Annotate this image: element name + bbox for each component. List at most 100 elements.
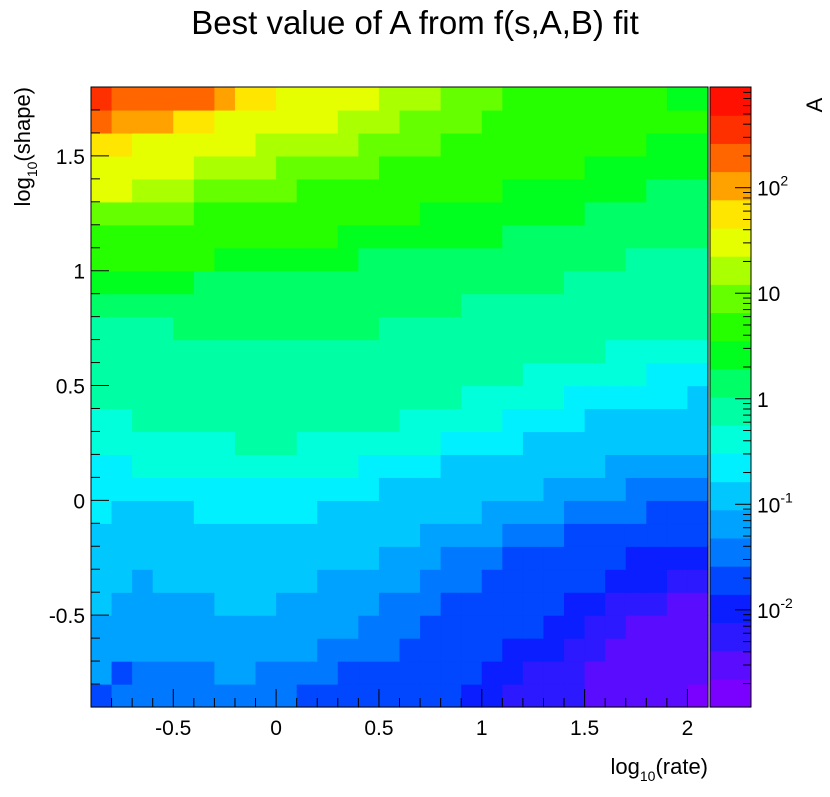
- heatmap-cell: [543, 500, 565, 524]
- heatmap-cell: [214, 293, 236, 318]
- heatmap-cell: [399, 546, 421, 570]
- heatmap-cell: [234, 178, 257, 203]
- colorbar-tick-label: 1: [757, 389, 769, 412]
- heatmap-cell: [378, 247, 401, 272]
- heatmap-cell: [358, 615, 380, 639]
- heatmap-cell: [625, 109, 647, 134]
- heatmap-cell: [481, 155, 503, 180]
- heatmap-cell: [173, 247, 195, 272]
- colorbar-band: [710, 87, 751, 116]
- heatmap-cell: [193, 224, 215, 249]
- heatmap-cell: [337, 201, 359, 226]
- heatmap-cell: [255, 339, 277, 364]
- heatmap-cell: [337, 132, 359, 157]
- heatmap-cell: [481, 109, 503, 134]
- heatmap-cell: [91, 638, 113, 662]
- heatmap-cell: [193, 385, 215, 410]
- heatmap-cell: [605, 477, 627, 501]
- colorbar-tick-label: 10-2: [757, 595, 793, 623]
- heatmap-cell: [543, 339, 565, 364]
- heatmap-cell: [522, 477, 545, 501]
- heatmap-cell: [214, 661, 236, 685]
- heatmap-cell: [132, 270, 154, 295]
- heatmap-cell: [440, 293, 462, 318]
- heatmap-cell: [193, 638, 215, 662]
- heatmap-cell: [687, 224, 709, 249]
- heatmap-cell: [564, 684, 586, 708]
- heatmap-cell: [481, 224, 503, 249]
- heatmap-cell: [193, 247, 215, 272]
- heatmap-cell: [132, 546, 154, 570]
- heatmap-cell: [214, 178, 236, 203]
- heatmap-cell: [687, 638, 709, 662]
- heatmap-cell: [234, 132, 257, 157]
- heatmap-cell: [543, 385, 565, 410]
- heatmap-cell: [193, 109, 215, 134]
- heatmap-cell: [687, 615, 709, 639]
- heatmap-cell: [666, 316, 689, 341]
- heatmap-cell: [276, 155, 298, 180]
- heatmap-cell: [666, 569, 689, 593]
- heatmap-cell: [564, 132, 586, 157]
- heatmap-cell: [296, 546, 318, 570]
- heatmap-cell: [276, 477, 298, 501]
- heatmap-cell: [502, 132, 524, 157]
- heatmap-cell: [687, 178, 709, 203]
- heatmap-cell: [132, 385, 154, 410]
- heatmap-cell: [440, 661, 462, 685]
- heatmap-cell: [193, 155, 215, 180]
- heatmap-cell: [337, 546, 359, 570]
- heatmap-cell: [132, 155, 154, 180]
- heatmap-cell: [440, 385, 462, 410]
- heatmap-cell: [461, 523, 483, 547]
- heatmap-cell: [214, 362, 236, 387]
- x-tick-label: 1: [476, 717, 488, 740]
- heatmap-cell: [234, 431, 257, 455]
- heatmap-cell: [584, 546, 606, 570]
- heatmap-cell: [358, 316, 380, 341]
- heatmap-cell: [564, 224, 586, 249]
- heatmap-cell: [152, 454, 174, 478]
- heatmap-cell: [91, 569, 113, 593]
- heatmap-cell: [666, 201, 689, 226]
- heatmap-cell: [214, 408, 236, 433]
- heatmap-cell: [132, 109, 154, 134]
- heatmap-cell: [255, 316, 277, 341]
- heatmap-cell: [522, 224, 545, 249]
- heatmap-cell: [666, 523, 689, 547]
- heatmap-cell: [317, 638, 339, 662]
- heatmap-cell: [605, 615, 627, 639]
- heatmap-cell: [605, 592, 627, 616]
- heatmap-cell: [625, 546, 647, 570]
- heatmap-cell: [440, 316, 462, 341]
- heatmap-cell: [276, 201, 298, 226]
- heatmap-cell: [481, 132, 503, 157]
- y-axis-label-base: log: [10, 177, 35, 206]
- y-axis-label: log10(shape): [10, 87, 40, 207]
- heatmap-cell: [214, 155, 236, 180]
- heatmap-cell: [625, 477, 647, 501]
- heatmap-cell: [440, 592, 462, 616]
- heatmap-cell: [173, 615, 195, 639]
- heatmap-cell: [584, 339, 606, 364]
- heatmap-cell: [440, 523, 462, 547]
- heatmap-cell: [378, 109, 401, 134]
- heatmap-cell: [564, 270, 586, 295]
- heatmap-cell: [399, 109, 421, 134]
- heatmap-cell: [296, 270, 318, 295]
- colorbar-tick-base: 1: [757, 389, 769, 412]
- heatmap-cell: [646, 362, 668, 387]
- heatmap-cell: [687, 385, 709, 410]
- heatmap-cell: [461, 155, 483, 180]
- heatmap-cell: [420, 247, 442, 272]
- heatmap-cell: [666, 178, 689, 203]
- heatmap-cell: [214, 247, 236, 272]
- heatmap-cell: [132, 523, 154, 547]
- heatmap-cell: [646, 615, 668, 639]
- heatmap-cell: [646, 661, 668, 685]
- heatmap-cell: [276, 638, 298, 662]
- heatmap-cell: [337, 454, 359, 478]
- heatmap-cell: [111, 270, 133, 295]
- heatmap-cell: [193, 615, 215, 639]
- heatmap-cell: [625, 638, 647, 662]
